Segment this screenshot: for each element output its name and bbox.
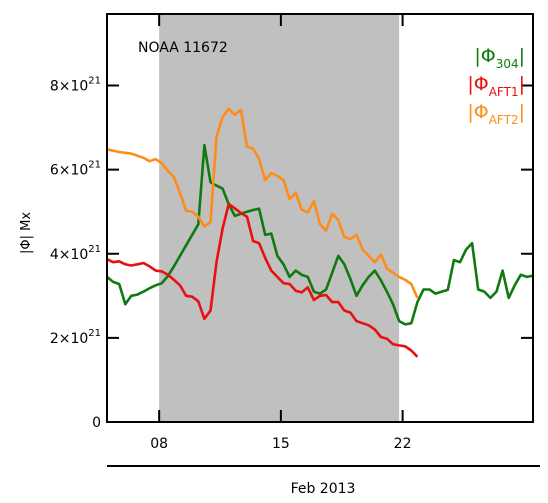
legend: |Φ304||ΦAFT1||ΦAFT2| bbox=[467, 45, 525, 127]
legend-entry-aft2: |ΦAFT2| bbox=[467, 101, 525, 127]
x-axis-ticks: 08 15 22 bbox=[150, 14, 412, 452]
shaded-interval bbox=[159, 14, 400, 422]
y-axis-label: |Φ| Mx bbox=[19, 212, 34, 254]
legend-entry-304: |Φ304| bbox=[474, 45, 525, 71]
x-tick-label: 08 bbox=[150, 436, 168, 452]
chart-title: NOAA 11672 bbox=[138, 40, 228, 56]
legend-entry-aft1: |ΦAFT1| bbox=[467, 73, 525, 99]
x-axis-label: Feb 2013 bbox=[291, 481, 356, 497]
x-tick-label: 15 bbox=[272, 436, 290, 452]
plot-frame bbox=[106, 13, 534, 423]
series-line-aft2 bbox=[106, 107, 419, 299]
y-tick-label: 0 bbox=[92, 415, 101, 431]
series-line-aft1 bbox=[106, 202, 419, 358]
y-tick-label: 6×1021 bbox=[50, 160, 101, 179]
y-axis-ticks: 0 2×1021 4×1021 6×1021 8×1021 bbox=[50, 76, 533, 431]
y-tick-label: 8×1021 bbox=[50, 76, 101, 95]
series-line-304 bbox=[106, 143, 534, 326]
y-tick-label: 4×1021 bbox=[50, 244, 101, 263]
x-tick-label: 22 bbox=[394, 436, 412, 452]
series-layer bbox=[106, 107, 534, 358]
y-tick-label: 2×1021 bbox=[50, 328, 101, 347]
